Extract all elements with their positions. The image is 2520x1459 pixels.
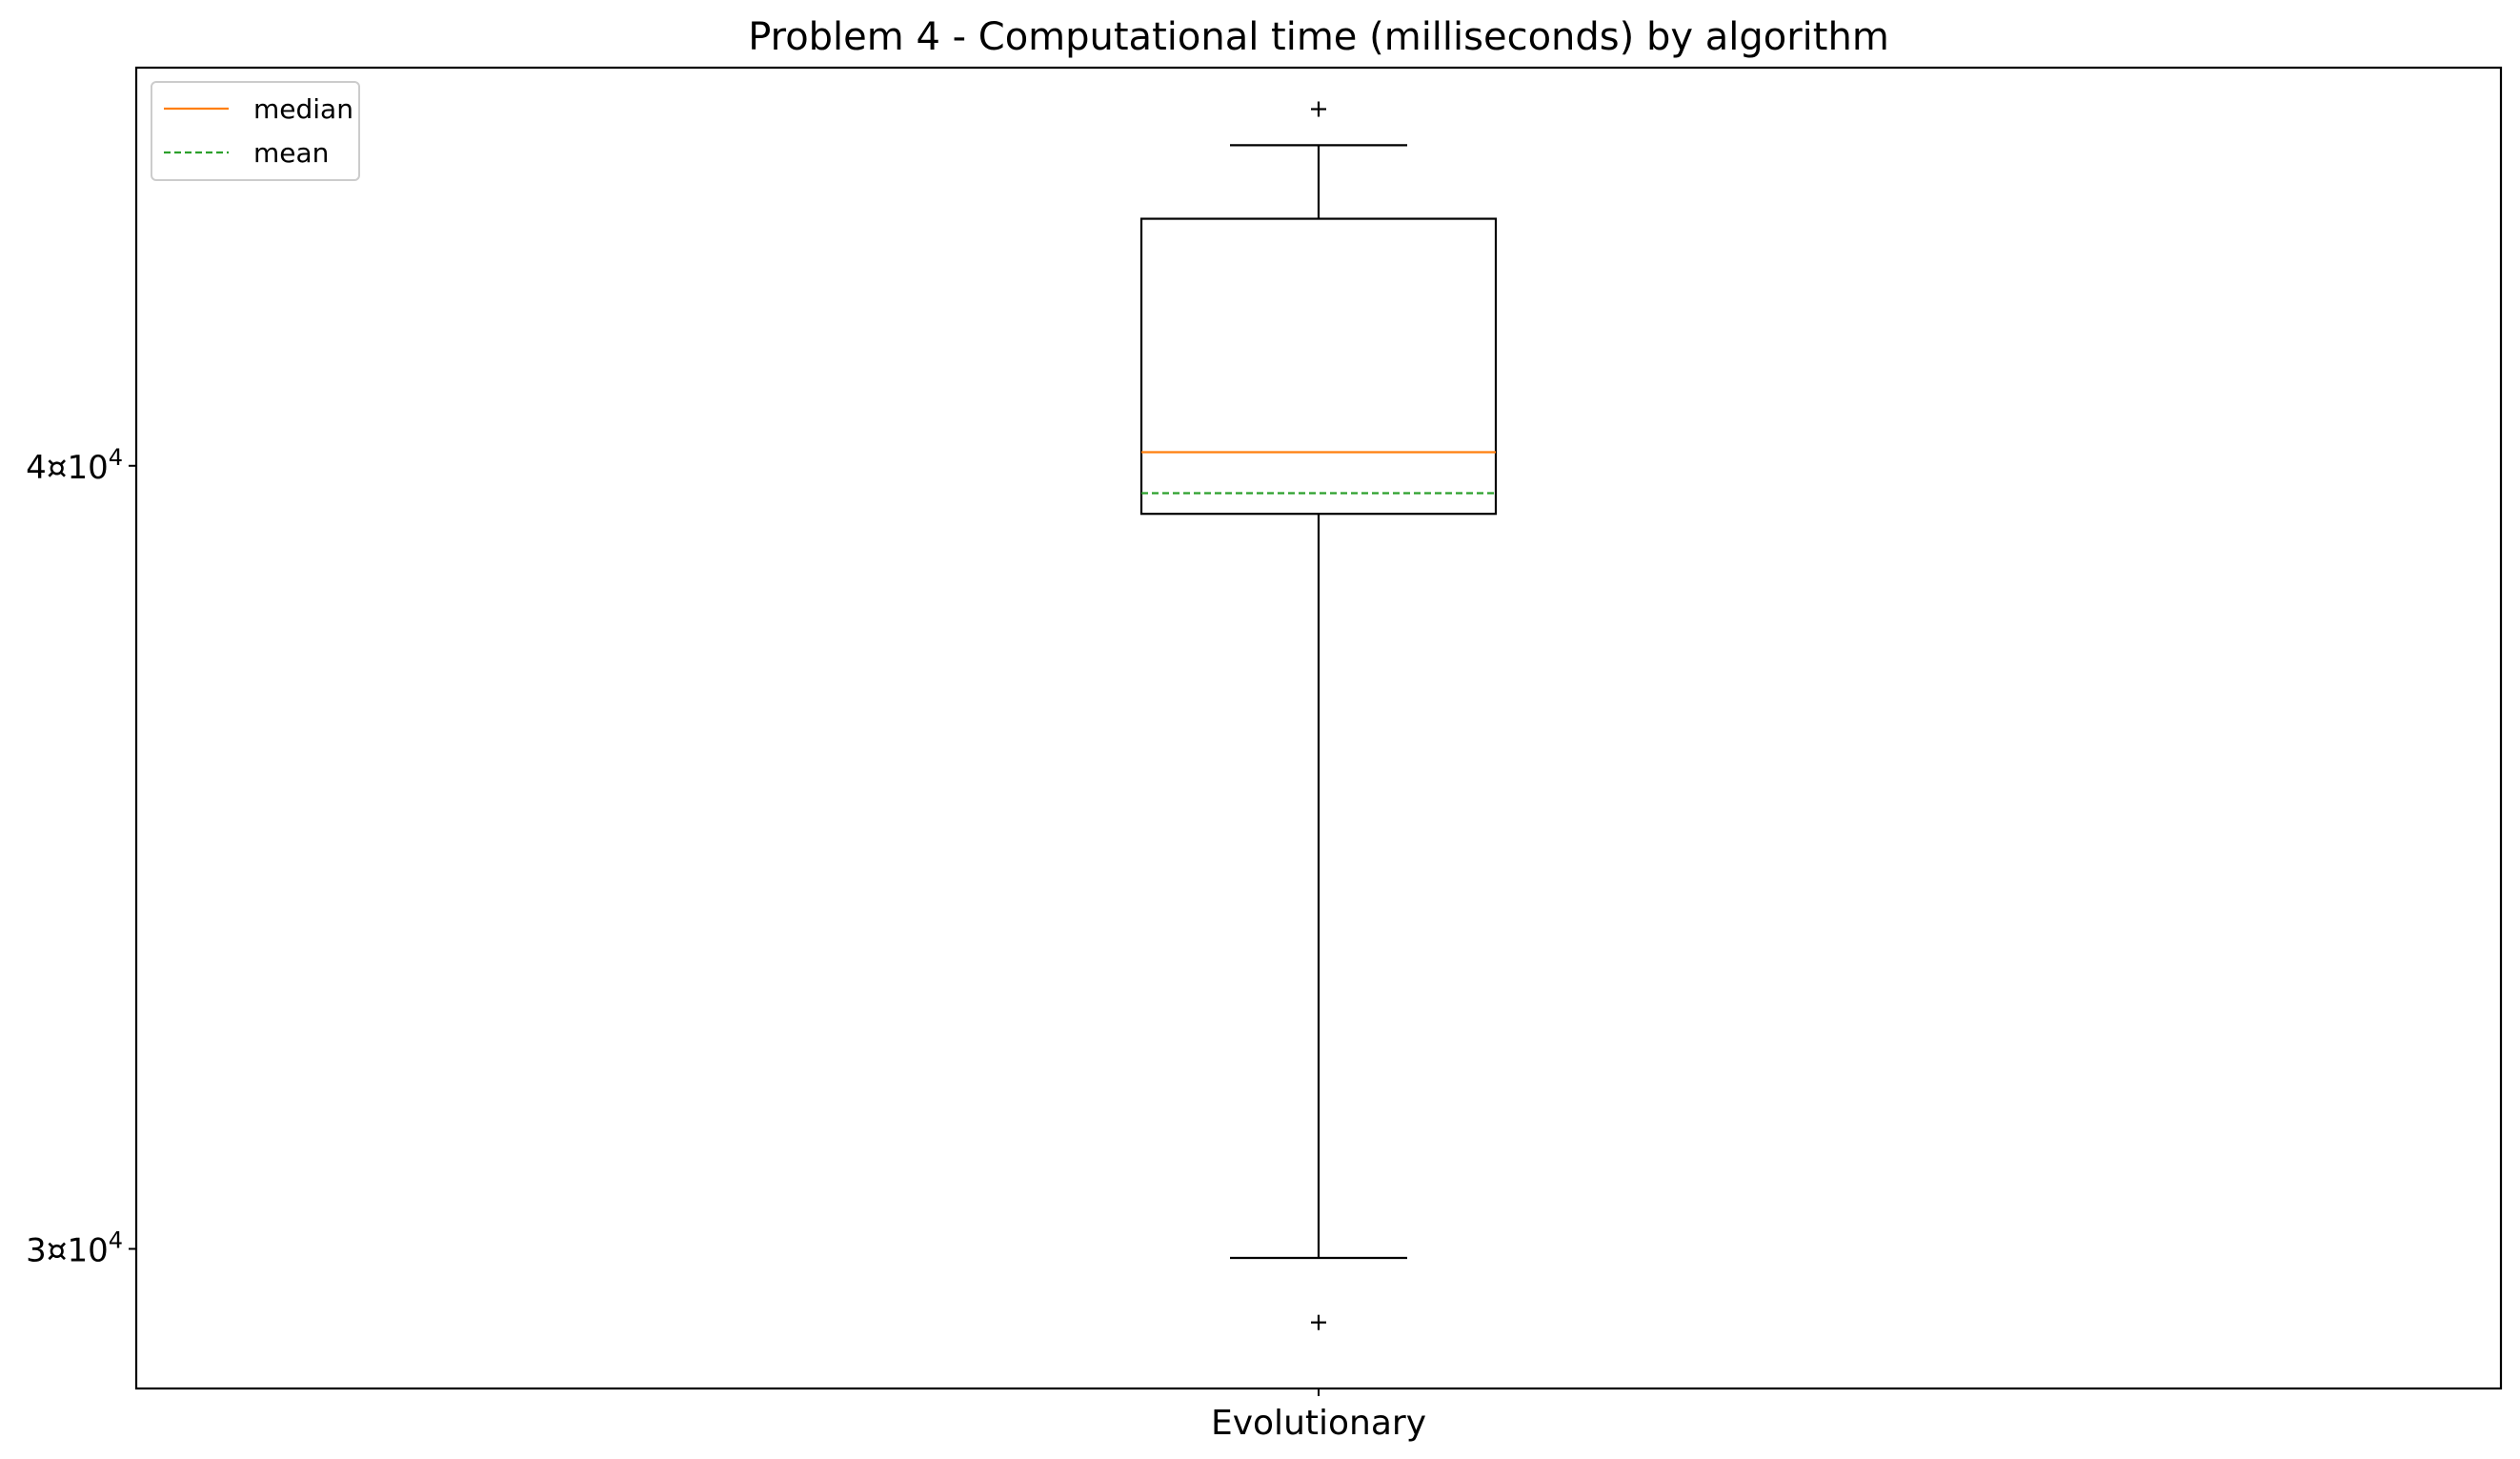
y-tick-base: 10 bbox=[67, 1231, 108, 1269]
y-tick-mantissa: 3 bbox=[26, 1231, 47, 1269]
y-tick-label: 3¤104 bbox=[26, 1226, 123, 1269]
x-axis: Evolutionary bbox=[1211, 1388, 1426, 1443]
y-tick-exponent: 4 bbox=[109, 444, 123, 471]
y-tick-label: 4¤104 bbox=[26, 444, 123, 487]
outlier-marker bbox=[1311, 101, 1326, 117]
chart-title: Problem 4 - Computational time (millisec… bbox=[748, 15, 1889, 59]
outlier-marker bbox=[1311, 1314, 1326, 1330]
y-tick-mult: ¤ bbox=[47, 1231, 68, 1269]
legend-label-median: median bbox=[253, 93, 353, 125]
x-tick-label: Evolutionary bbox=[1211, 1404, 1426, 1443]
plot-frame bbox=[134, 66, 2503, 1390]
iqr-box bbox=[1139, 217, 1498, 516]
y-tick-exponent: 4 bbox=[109, 1226, 123, 1253]
y-tick-base: 10 bbox=[67, 449, 108, 487]
y-tick-mantissa: 4 bbox=[26, 449, 47, 487]
y-tick-mult: ¤ bbox=[47, 449, 68, 487]
legend: median mean bbox=[151, 81, 360, 181]
plot-area bbox=[1139, 101, 1498, 1330]
legend-label-mean: mean bbox=[253, 137, 329, 169]
legend-frame bbox=[151, 81, 360, 181]
